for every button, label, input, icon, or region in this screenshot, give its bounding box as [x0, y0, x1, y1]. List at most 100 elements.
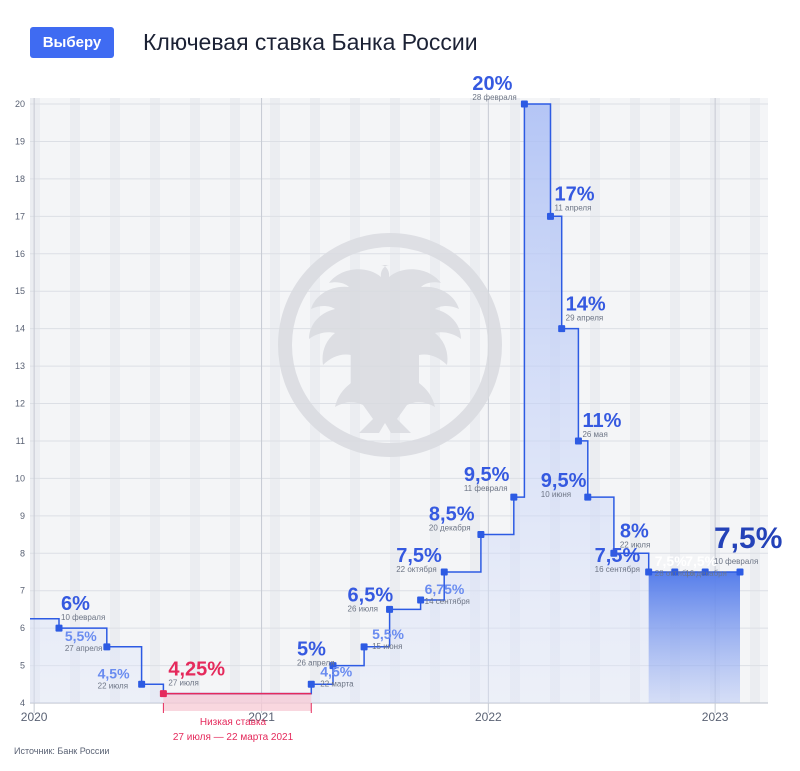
rate-label: 6,75%: [425, 581, 465, 597]
rate-change-point: [360, 643, 368, 651]
rate-label: 4,25%: [168, 659, 225, 681]
y-tick-label: 13: [15, 361, 25, 371]
rate-change-point: [546, 212, 554, 220]
rate-change-point: [138, 680, 146, 688]
y-tick-label: 18: [15, 174, 25, 184]
y-tick-label: 15: [15, 286, 25, 296]
rate-step-line: [29, 103, 740, 695]
rate-change-point: [440, 568, 448, 576]
date-label: 10 февраля: [714, 557, 758, 566]
rate-change-point: [329, 662, 337, 670]
date-label: 29 апреля: [566, 314, 604, 323]
rate-label: 6,5%: [348, 584, 394, 606]
low-rate-band: [163, 693, 312, 711]
date-label: 11 февраля: [464, 484, 508, 493]
rate-label: 4,5%: [320, 663, 352, 679]
rate-label: 4,5%: [98, 665, 130, 681]
date-label: 22 июля: [620, 540, 650, 549]
y-tick-label: 20: [15, 99, 25, 109]
recent-period-area: [648, 571, 740, 703]
background-stripe: [270, 98, 280, 703]
background-stripe: [670, 98, 680, 703]
y-tick-label: 14: [15, 324, 25, 334]
rate-change-point: [701, 568, 709, 576]
y-tick-label: 16: [15, 249, 25, 259]
date-label: 14 сентября: [425, 597, 470, 606]
rate-label: 9,5%: [464, 464, 510, 486]
background-stripe: [590, 98, 600, 703]
rate-label: 8%: [620, 520, 649, 542]
x-tick-label: 2022: [475, 710, 502, 724]
background-stripe: [230, 98, 240, 703]
y-tick-label: 8: [20, 548, 25, 558]
rate-label: 7,5%: [714, 522, 782, 555]
date-label: 10 июня: [541, 490, 571, 499]
rate-label: 7,5%: [595, 545, 641, 567]
rate-change-point: [736, 568, 744, 576]
date-label: 22 марта: [320, 679, 354, 688]
date-label: 22 октября: [396, 565, 436, 574]
y-tick-label: 9: [20, 511, 25, 521]
y-tick-label: 19: [15, 136, 25, 146]
rate-change-point: [574, 437, 582, 445]
rate-change-point: [520, 100, 528, 108]
low-rate-note-period: 27 июля — 22 марта 2021: [172, 732, 294, 743]
rate-label: 7,5%: [685, 553, 717, 569]
background-stripe: [150, 98, 160, 703]
date-label: 20 декабря: [429, 524, 471, 533]
rate-change-point: [671, 568, 679, 576]
rate-label: 9,5%: [541, 470, 587, 492]
y-tick-label: 12: [15, 399, 25, 409]
rate-label: 7,5%: [396, 545, 442, 567]
date-label: 26 апреля: [297, 659, 335, 668]
date-label: 10 февраля: [61, 613, 105, 622]
rate-change-point: [645, 568, 653, 576]
x-tick-label: 2021: [248, 710, 275, 724]
rate-change-point: [55, 624, 63, 632]
rate-change-point: [417, 596, 425, 604]
low-rate-note-title: Низкая ставка: [199, 717, 267, 728]
rate-area: [30, 104, 740, 703]
rate-label: 5,5%: [372, 626, 404, 642]
background-stripe: [510, 98, 520, 703]
date-label: 28 октября: [655, 569, 695, 578]
background-stripe: [30, 98, 40, 703]
background-stripe: [310, 98, 320, 703]
date-label: 27 апреля: [65, 644, 103, 653]
rate-label: 5%: [297, 639, 326, 661]
rate-label: 11%: [582, 410, 621, 432]
rate-change-point: [610, 549, 618, 557]
rate-label: 20%: [472, 73, 512, 95]
date-label: 11 апреля: [554, 203, 591, 212]
background-stripe: [430, 98, 440, 703]
y-tick-label: 10: [15, 473, 25, 483]
date-label: 16 декабря: [685, 569, 727, 578]
date-label: 22 июля: [98, 681, 128, 690]
rate-change-point: [103, 643, 111, 651]
background-stripe: [190, 98, 200, 703]
rate-change-point: [477, 531, 485, 539]
date-label: 26 мая: [582, 430, 607, 439]
y-tick-label: 5: [20, 661, 25, 671]
rate-label: 17%: [554, 183, 594, 205]
background-stripe: [110, 98, 120, 703]
y-tick-label: 4: [20, 698, 25, 708]
date-label: 16 сентября: [595, 565, 640, 574]
y-tick-label: 11: [16, 436, 25, 446]
rate-label: 5,5%: [65, 628, 97, 644]
source-note: Источник: Банк России: [14, 746, 110, 756]
background-stripe: [750, 98, 760, 703]
y-tick-label: 6: [20, 623, 25, 633]
date-label: 28 февраля: [472, 93, 516, 102]
rate-label: 14%: [566, 294, 606, 316]
rate-change-point: [307, 680, 315, 688]
rate-change-point: [558, 325, 566, 333]
date-label: 27 июля: [168, 679, 198, 688]
page-title: Ключевая ставка Банка России: [143, 29, 478, 55]
rate-label: 6%: [61, 593, 90, 615]
low-rate-note: Низкая ставка 27 июля — 22 марта 2021: [162, 715, 304, 745]
rate-label: 8,5%: [429, 504, 475, 526]
y-tick-label: 7: [20, 586, 25, 596]
rate-change-point: [386, 605, 394, 613]
